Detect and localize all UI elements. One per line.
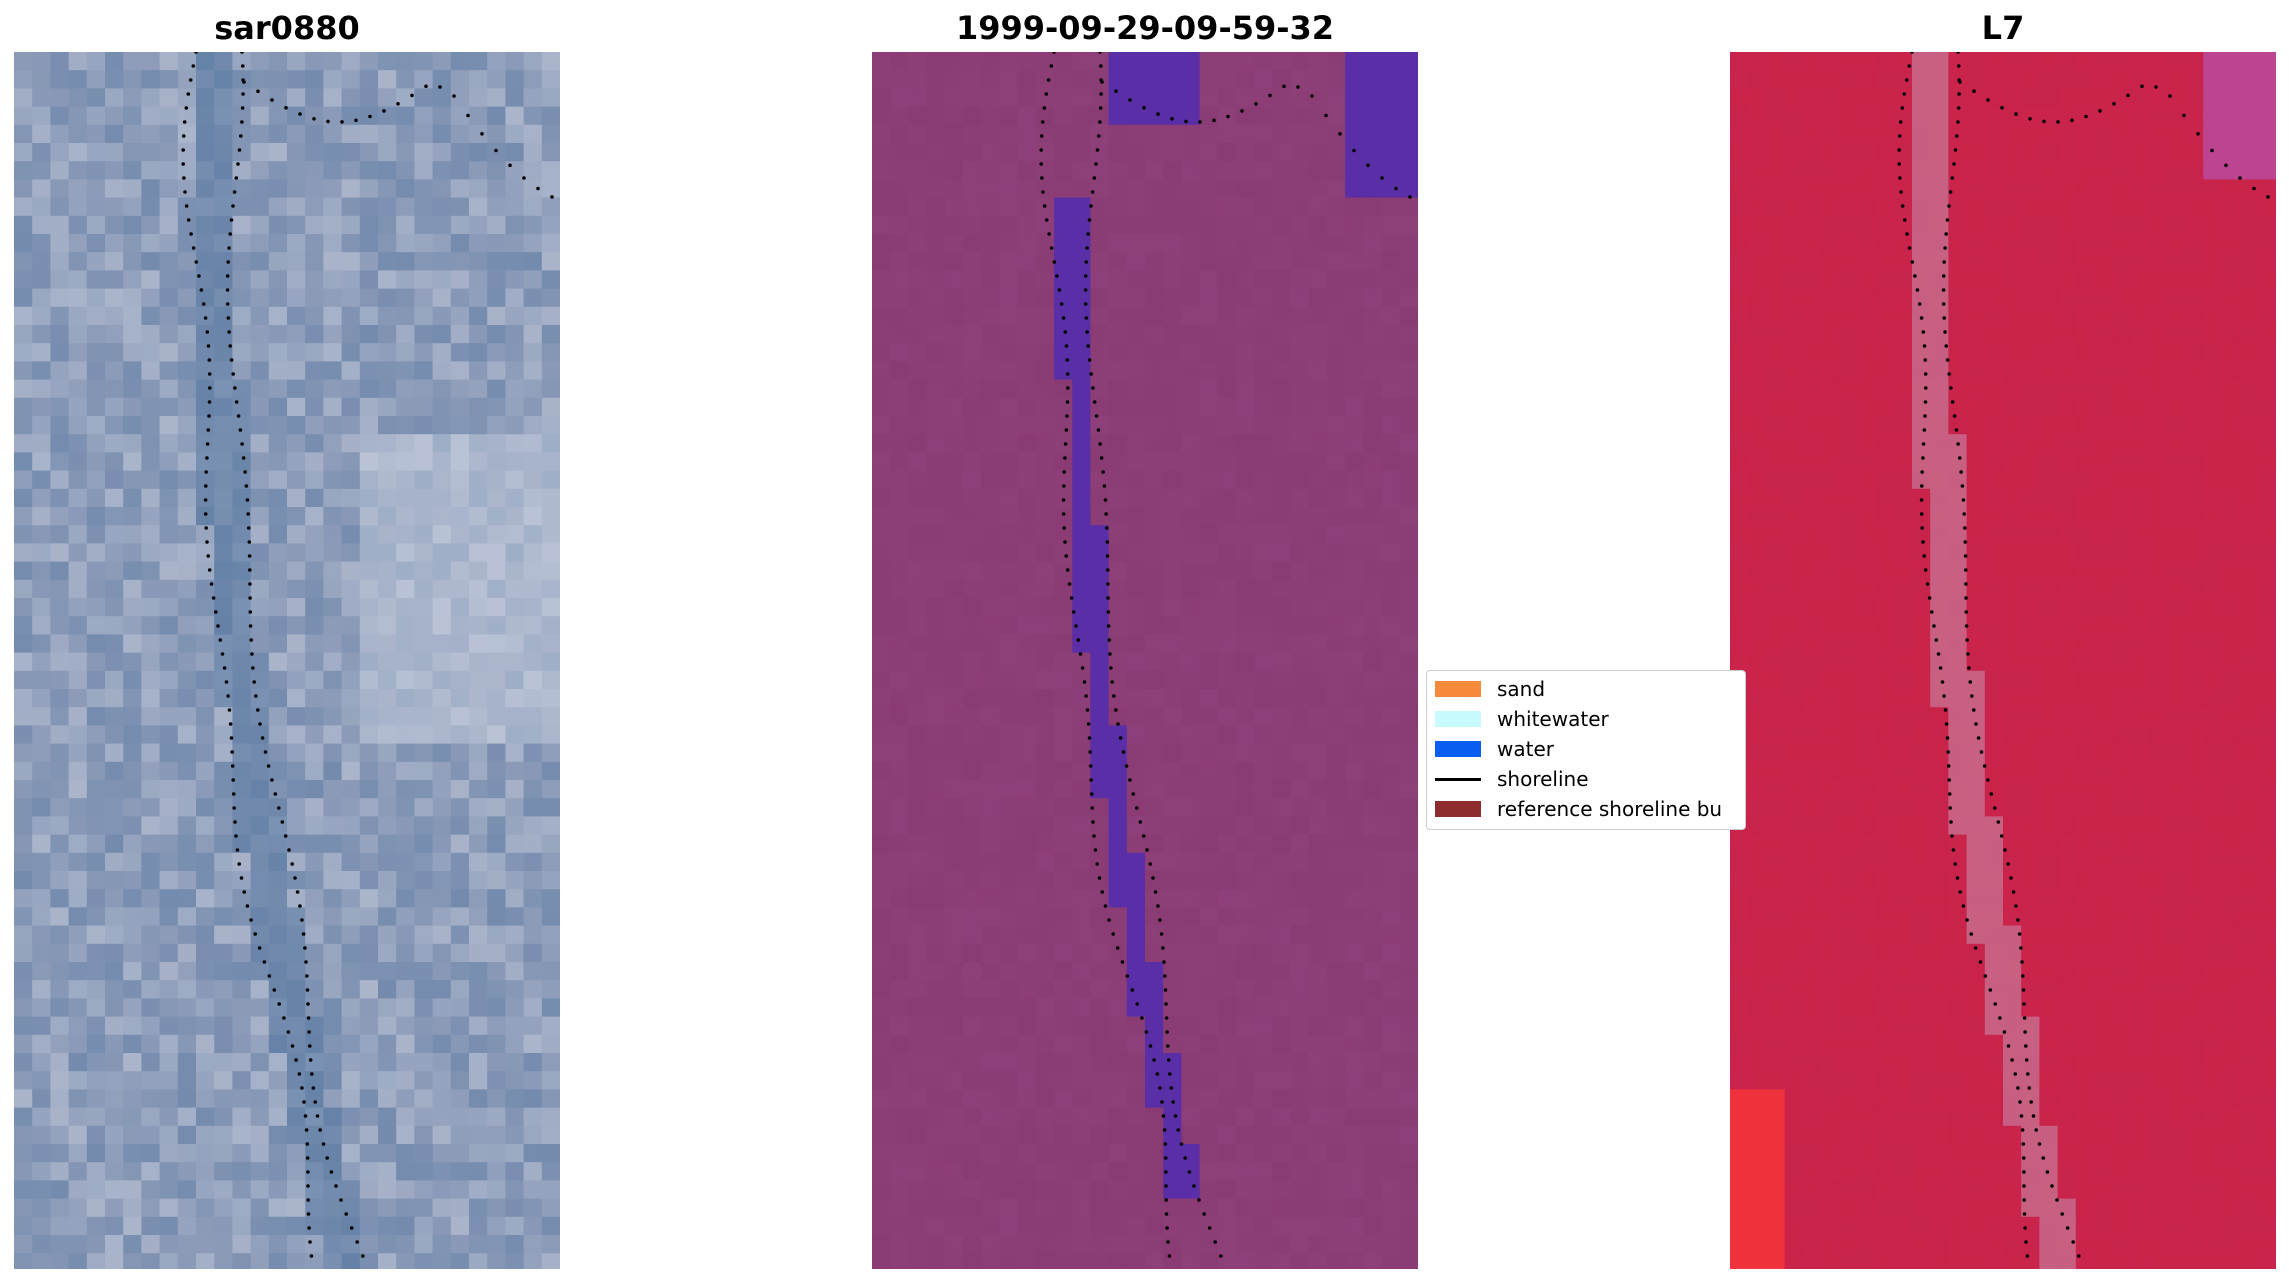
legend-swatch-sand xyxy=(1435,681,1481,697)
legend: sand whitewater water shoreline referenc… xyxy=(1426,670,1746,830)
legend-label-sand: sand xyxy=(1497,677,1546,701)
image-panel-rgb[interactable] xyxy=(14,52,560,1269)
legend-item-water: water xyxy=(1435,736,1554,762)
legend-label-water: water xyxy=(1497,737,1554,761)
panel-title-2: 1999-09-29-09-59-32 xyxy=(955,9,1335,47)
legend-label-reference-shoreline: reference shoreline bu xyxy=(1497,797,1723,821)
image-panel-classified[interactable] xyxy=(872,52,1418,1269)
legend-swatch-whitewater xyxy=(1435,711,1481,727)
legend-swatch-water xyxy=(1435,741,1481,757)
panel-title-1: sar0880 xyxy=(214,9,360,47)
legend-swatch-reference-shoreline xyxy=(1435,801,1481,817)
image-panel-index[interactable] xyxy=(1730,52,2276,1269)
legend-label-shoreline: shoreline xyxy=(1497,767,1589,791)
legend-item-sand: sand xyxy=(1435,676,1545,702)
legend-line-shoreline xyxy=(1435,777,1481,781)
legend-item-whitewater: whitewater xyxy=(1435,706,1609,732)
panel-title-3: L7 xyxy=(1981,9,2025,47)
legend-item-shoreline: shoreline xyxy=(1435,766,1589,792)
legend-label-whitewater: whitewater xyxy=(1497,707,1609,731)
legend-item-reference-shoreline: reference shoreline bu xyxy=(1435,796,1722,822)
